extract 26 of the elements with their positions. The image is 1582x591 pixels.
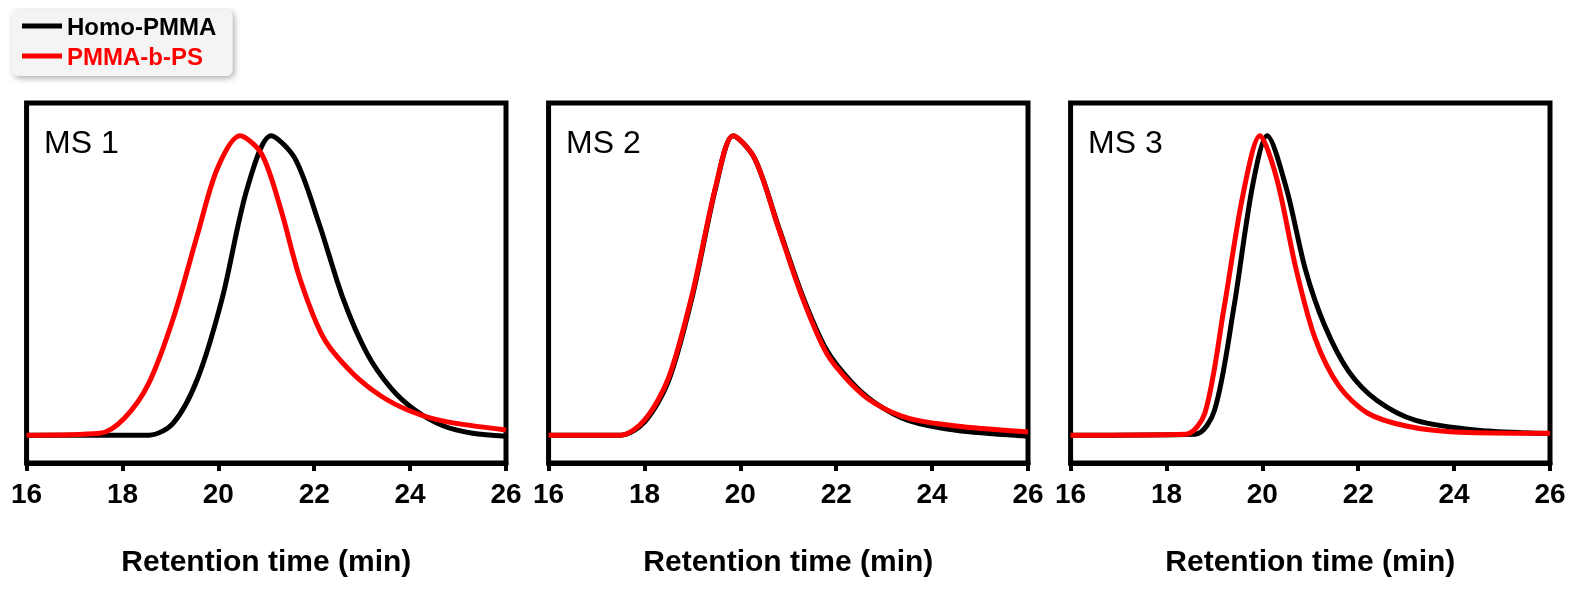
- annotation: MS 3: [1088, 124, 1163, 160]
- x-tick-label: 22: [298, 477, 330, 509]
- legend-label: Homo-PMMA: [67, 12, 217, 40]
- x-tick-label: 26: [1534, 477, 1566, 509]
- x-tick-label: 22: [820, 477, 852, 509]
- x-tick-label: 26: [490, 477, 522, 509]
- x-tick-label: 20: [202, 477, 234, 509]
- x-axis-title: Retention time (min): [1165, 543, 1456, 577]
- legend-label: PMMA-b-PS: [67, 42, 203, 70]
- x-tick-label: 26: [1012, 477, 1044, 509]
- x-tick-label: 24: [394, 477, 427, 509]
- x-tick-label: 18: [1150, 477, 1183, 509]
- annotation: MS 1: [44, 124, 119, 160]
- x-tick-label: 22: [1342, 477, 1374, 509]
- x-tick-label: 16: [1054, 477, 1087, 509]
- x-tick-label: 16: [532, 477, 565, 509]
- x-tick-label: 18: [628, 477, 661, 509]
- x-tick-label: 18: [106, 477, 139, 509]
- x-tick-label: 16: [10, 477, 43, 509]
- x-tick-label: 24: [916, 477, 949, 509]
- x-tick-label: 20: [724, 477, 756, 509]
- annotation: MS 2: [566, 124, 641, 160]
- x-tick-label: 24: [1438, 477, 1471, 509]
- x-axis-title: Retention time (min): [121, 543, 412, 577]
- x-axis-title: Retention time (min): [643, 543, 934, 577]
- x-tick-label: 20: [1246, 477, 1278, 509]
